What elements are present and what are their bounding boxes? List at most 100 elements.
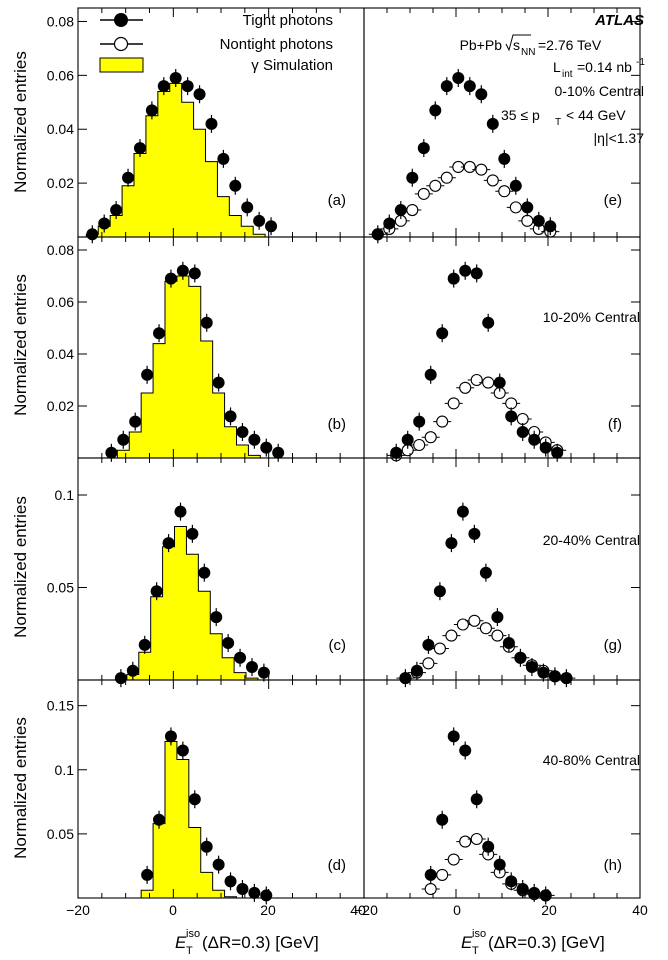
tight-point	[193, 88, 206, 101]
panel-label: (b)	[328, 416, 346, 433]
nontight-point	[498, 185, 511, 198]
nontight-point	[424, 882, 437, 896]
annotation-layer: Tight photons Nontight photons γ Simulat…	[11, 12, 648, 957]
tight-point	[539, 441, 552, 454]
legend-nontight-marker	[113, 36, 129, 52]
nontight-point	[436, 868, 449, 881]
legend-sim-swatch	[99, 57, 144, 73]
tight-point	[424, 868, 437, 881]
tight-point	[424, 368, 437, 381]
nontight-point	[468, 614, 481, 627]
tight-point	[162, 537, 175, 550]
tight-point	[253, 214, 266, 227]
y-tick-label: 0.06	[47, 67, 74, 83]
tight-point	[436, 813, 449, 826]
info-system: Pb+Pb	[460, 37, 503, 53]
sim-histogram	[114, 525, 270, 681]
y-tick-label: 0.15	[47, 698, 74, 714]
tight-point	[186, 527, 199, 540]
tight-point	[169, 72, 182, 85]
nontight-point	[482, 376, 495, 389]
tight-point	[205, 117, 218, 130]
tight-point	[509, 179, 522, 192]
panels-layer: 0.020.040.060.08(a)0.020.040.060.08(b)0.…	[47, 7, 641, 905]
nontight-point	[491, 629, 504, 642]
x-title-sub: T	[472, 945, 479, 957]
atlas-label: ATLAS	[594, 12, 644, 29]
tight-point	[539, 889, 552, 902]
y-axis-title: Normalized entries	[11, 496, 30, 638]
info-lumi-value: =0.14 nb	[577, 59, 632, 75]
panel-f: (f) 10-20% Central	[363, 236, 641, 462]
tight-point	[188, 793, 201, 806]
tight-point	[422, 638, 435, 651]
tight-point	[383, 217, 396, 230]
tight-point	[528, 886, 541, 899]
tight-point	[436, 327, 449, 340]
tight-point	[181, 80, 194, 93]
tight-point	[410, 664, 423, 677]
tight-point	[433, 585, 446, 598]
info-pt-sub: T	[555, 117, 561, 128]
panel-label: (g)	[604, 637, 622, 654]
info-centrality: 0-10% Central	[555, 83, 645, 99]
x-tick-label: 0	[453, 902, 461, 918]
info-sqrt-s-sub: NN	[521, 47, 535, 58]
y-tick-label: 0.1	[55, 762, 75, 778]
tight-point	[491, 611, 504, 624]
tight-point	[401, 433, 414, 446]
y-axis-title: Normalized entries	[11, 717, 30, 859]
info-box: ATLAS Pb+Pb s NN =2.76 TeV L int =0.14 n…	[460, 12, 646, 146]
tight-point	[463, 80, 476, 93]
x-tick-label: 20	[260, 902, 276, 918]
nontight-point	[445, 629, 458, 642]
y-tick-label: 0.06	[47, 294, 74, 310]
x-tick-label: 40	[632, 902, 648, 918]
panel-b: 0.02 0.04 0.06 0.08 (b)	[47, 236, 640, 462]
tight-point	[141, 868, 154, 881]
nontight-point	[429, 179, 442, 192]
y-tick-label: 0.05	[47, 580, 74, 596]
tight-point	[133, 142, 146, 155]
tight-point	[456, 505, 469, 518]
tight-point	[86, 228, 99, 241]
tight-point	[236, 883, 249, 896]
tight-point	[260, 441, 273, 454]
sqrt-sign	[505, 34, 531, 52]
tight-point	[234, 651, 247, 664]
tight-point	[98, 217, 111, 230]
tight-point	[114, 672, 127, 685]
x-tick-label: −20	[354, 902, 378, 918]
tight-point	[514, 651, 527, 664]
nontight-point	[486, 174, 499, 187]
tight-point	[200, 840, 213, 853]
tight-point	[399, 672, 412, 685]
tight-point	[245, 661, 258, 674]
x-title-sup: iso	[186, 928, 200, 940]
tight-point	[248, 433, 261, 446]
nontight-point	[479, 622, 492, 635]
centrality-label: 10-20% Central	[543, 309, 640, 325]
info-pt-a: 35 ≤ p	[501, 107, 540, 123]
tight-point	[153, 813, 166, 826]
nontight-point	[459, 835, 472, 848]
nontight-point	[456, 618, 469, 631]
y-tick-label: 0.02	[47, 175, 74, 191]
tight-point	[516, 883, 529, 896]
y-tick-label: 0.08	[47, 242, 74, 258]
x-title-E: E	[461, 933, 473, 952]
tight-point	[117, 433, 130, 446]
tight-point	[493, 376, 506, 389]
x-tick-label: 0	[169, 902, 177, 918]
tight-point	[560, 672, 573, 685]
panel-c: 0.05 0.1 (c)	[47, 457, 640, 688]
nontight-point	[447, 397, 460, 410]
tight-point	[105, 446, 118, 459]
info-pt-b: < 44 GeV	[566, 107, 626, 123]
tight-point	[516, 426, 529, 438]
x-title-rest: (ΔR=0.3) [GeV]	[488, 933, 605, 952]
tight-point	[122, 171, 135, 184]
tight-point	[222, 637, 235, 649]
tight-point	[470, 267, 483, 280]
tight-point	[532, 214, 545, 227]
